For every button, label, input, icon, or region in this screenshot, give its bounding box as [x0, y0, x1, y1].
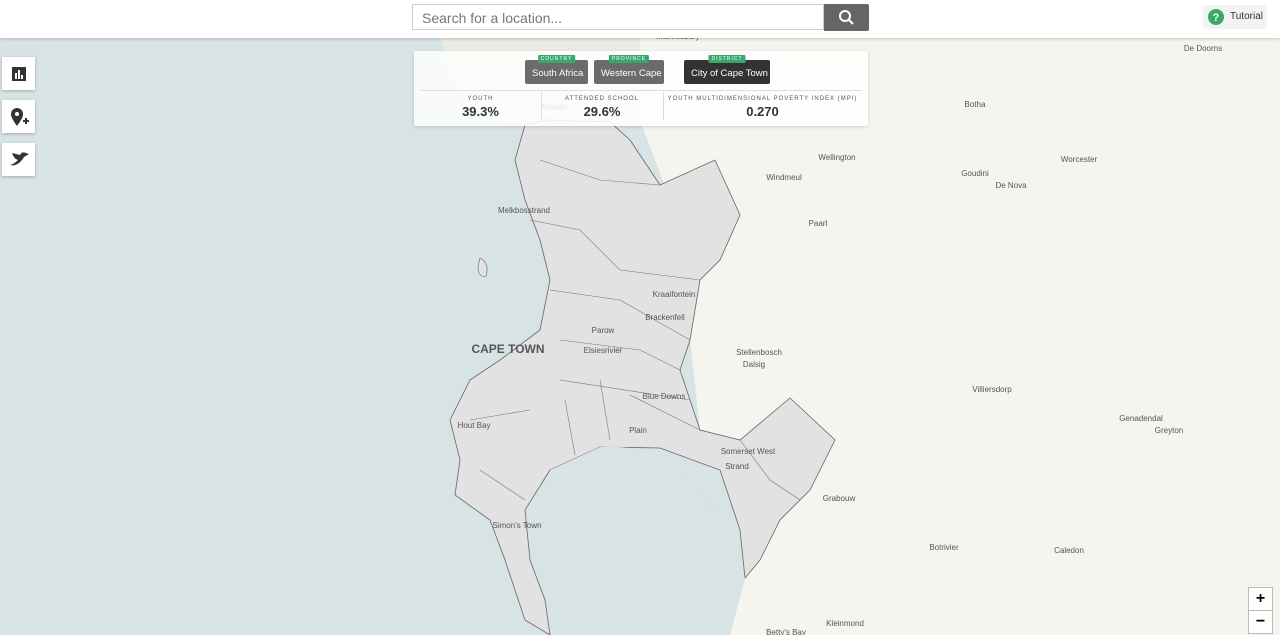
- stat-label: YOUTH: [467, 96, 494, 102]
- breadcrumb[interactable]: Western Cape PROVINCE: [594, 55, 664, 84]
- place-label: Greyton: [1155, 426, 1183, 435]
- breadcrumb[interactable]: South Africa COUNTRY: [525, 55, 588, 84]
- stat-label: ATTENDED SCHOOL: [565, 96, 639, 102]
- district-area: [449, 119, 836, 635]
- place-label: Strand: [725, 462, 749, 471]
- stat-value: 39.3%: [462, 104, 499, 119]
- tutorial-label: Tutorial: [1230, 11, 1263, 22]
- breadcrumb-level: DISTRICT: [708, 55, 746, 63]
- place-label: Brackenfell: [645, 313, 685, 322]
- search-input[interactable]: Search for a location...: [412, 4, 824, 30]
- false-bay: [550, 446, 745, 635]
- place-label: Blue Downs: [643, 392, 686, 401]
- search-button[interactable]: [824, 4, 869, 31]
- stat: YOUTH MULTIDIMENSIONAL POVERTY INDEX (MP…: [663, 96, 862, 119]
- breadcrumb-level: PROVINCE: [608, 55, 650, 63]
- place-label: Plain: [629, 426, 647, 435]
- add-location-button[interactable]: [2, 100, 35, 133]
- place-label: Genadendal: [1119, 414, 1163, 423]
- breadcrumb-level: COUNTRY: [537, 55, 576, 63]
- stat-value: 29.6%: [583, 104, 621, 119]
- place-label: Hout Bay: [458, 421, 491, 430]
- place-label: Wellington: [818, 153, 855, 162]
- help-icon: ?: [1208, 9, 1224, 25]
- place-label: Melkbosstrand: [498, 206, 550, 215]
- place-label: Caledon: [1054, 546, 1084, 555]
- place-label: Goudini: [961, 169, 989, 178]
- stat-value: 0.270: [746, 104, 779, 119]
- stat: ATTENDED SCHOOL 29.6%: [541, 96, 663, 119]
- search-icon: [839, 10, 854, 25]
- place-label: Worcester: [1061, 155, 1098, 164]
- tutorial-button[interactable]: ? Tutorial: [1203, 5, 1267, 29]
- stat-label: YOUTH MULTIDIMENSIONAL POVERTY INDEX (MP…: [667, 96, 858, 102]
- zoom-out[interactable]: −: [1255, 613, 1266, 630]
- place-labels: MalmesburyDe DoornsAtlantisBothaWellingt…: [458, 32, 1223, 635]
- place-label: Betty's Bay: [766, 628, 806, 635]
- place-label: Botha: [965, 100, 986, 109]
- breadcrumb[interactable]: City of Cape Town DISTRICT: [684, 55, 770, 84]
- land: [600, 38, 1280, 635]
- zoom-controls: + −: [1248, 587, 1273, 634]
- place-label: Botrivier: [929, 543, 959, 552]
- place-label: De Doorns: [1184, 44, 1222, 53]
- svg-text:?: ?: [1213, 12, 1220, 24]
- place-label: Paarl: [809, 219, 828, 228]
- ward-borders: [469, 159, 801, 501]
- stat: YOUTH 39.3%: [420, 96, 541, 119]
- place-label: Somerset West: [721, 447, 776, 456]
- place-label: Villiersdorp: [972, 385, 1012, 394]
- share-button[interactable]: [2, 143, 35, 176]
- place-label: Elsiesrivier: [584, 346, 623, 355]
- place-label: De Nova: [995, 181, 1027, 190]
- place-label: Parow: [592, 326, 615, 335]
- info-panel: South Africa COUNTRY Western Cape PROVINCE C…: [414, 51, 868, 126]
- island: [477, 257, 488, 277]
- chart-button[interactable]: [2, 57, 35, 90]
- zoom-in[interactable]: +: [1249, 588, 1272, 611]
- place-label: Kleinmond: [826, 619, 864, 628]
- place-label: Windmeul: [766, 173, 802, 182]
- place-label: Stellenbosch: [736, 348, 782, 357]
- place-label: Simon's Town: [493, 521, 542, 530]
- place-label: CAPE TOWN: [471, 342, 544, 356]
- place-label: Grabouw: [823, 494, 856, 503]
- place-label: Kraaifontein: [653, 290, 696, 299]
- place-label: Dalsig: [743, 360, 765, 369]
- top-bar: [0, 0, 1280, 38]
